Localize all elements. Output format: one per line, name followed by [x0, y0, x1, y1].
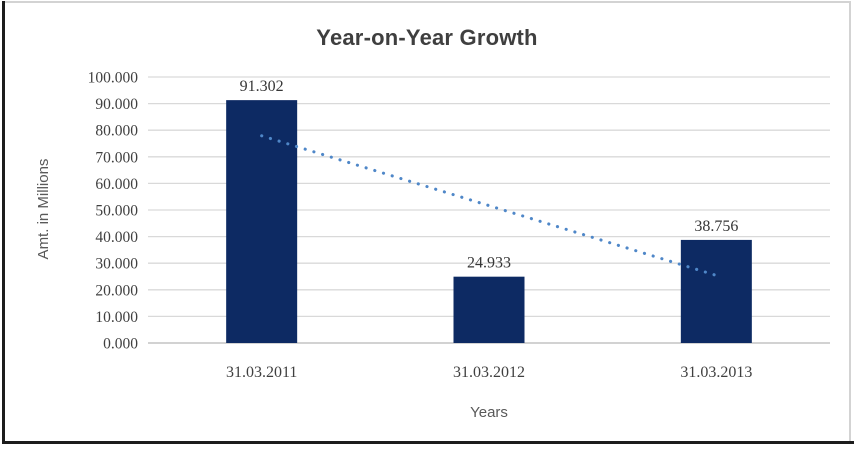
y-tick-label: 80.000	[95, 123, 138, 140]
frame-border-left	[2, 1, 5, 443]
y-tick-label: 30.000	[95, 256, 138, 273]
x-axis-title: Years	[470, 404, 508, 421]
y-tick-label: 100.000	[88, 70, 139, 87]
bar-data-label: 38.756	[694, 218, 738, 235]
bar	[226, 100, 298, 343]
x-category-label: 31.03.2013	[680, 364, 752, 381]
chart-title: Year-on-Year Growth	[316, 25, 538, 50]
x-category-label: 31.03.2011	[226, 364, 297, 381]
y-tick-label: 70.000	[95, 149, 138, 166]
y-tick-label: 20.000	[95, 282, 138, 299]
trendline	[260, 134, 718, 277]
bar-data-label: 24.933	[467, 255, 511, 272]
bar-data-label: 91.302	[240, 78, 284, 95]
frame-border-right	[849, 1, 851, 443]
y-tick-label: 90.000	[95, 96, 138, 113]
y-tick-label: 50.000	[95, 203, 138, 220]
y-tick-label: 10.000	[95, 309, 138, 326]
bar	[680, 239, 752, 343]
y-tick-label: 60.000	[95, 176, 138, 193]
x-category-label: 31.03.2012	[453, 364, 525, 381]
y-tick-label: 40.000	[95, 229, 138, 246]
bar	[453, 276, 525, 343]
frame-border-top	[2, 1, 851, 3]
y-tick-label: 0.000	[103, 336, 138, 353]
frame-border-bottom	[2, 441, 854, 444]
